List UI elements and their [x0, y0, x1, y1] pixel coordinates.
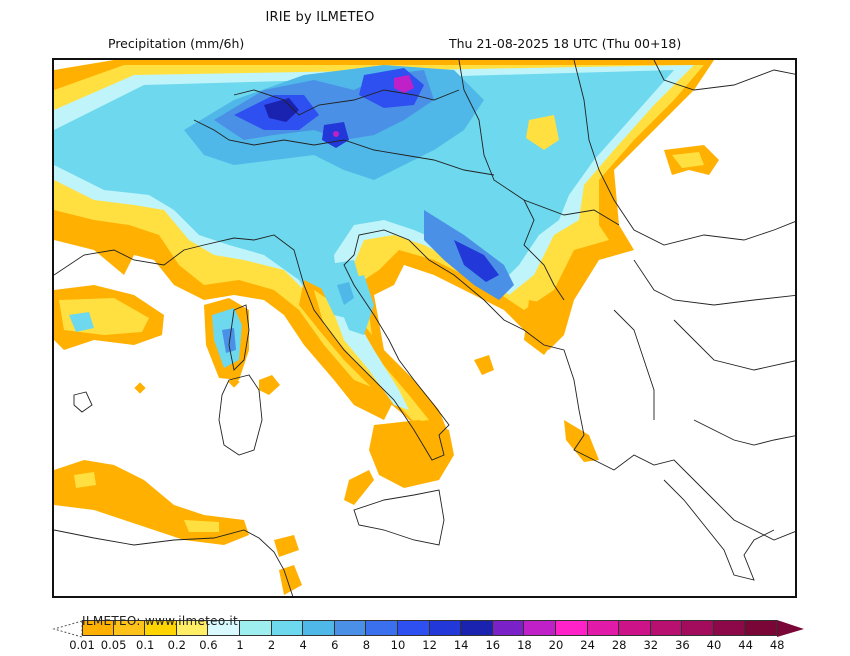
colorbar-swatch: [745, 620, 778, 636]
colorbar-tick-label: 44: [738, 638, 753, 652]
colorbar-swatch: [524, 620, 556, 636]
colorbar-tick-label: 18: [517, 638, 532, 652]
colorbar: [52, 618, 804, 638]
colorbar-tick-label: 0.1: [136, 638, 155, 652]
colorbar-tick-label: 28: [611, 638, 627, 652]
colorbar-swatch: [650, 620, 683, 636]
colorbar-swatch: [429, 620, 462, 636]
colorbar-boxes: [82, 620, 778, 636]
variable-label: Precipitation (mm/6h): [108, 36, 245, 51]
colorbar-under-arrow: [52, 620, 83, 638]
colorbar-tick-label: 4: [299, 638, 307, 652]
colorbar-swatch: [113, 620, 146, 636]
colorbar-tick-label: 0.05: [100, 638, 127, 652]
colorbar-swatch: [271, 620, 304, 636]
colorbar-swatch: [239, 620, 272, 636]
colorbar-swatch: [587, 620, 620, 636]
colorbar-tick-label: 36: [675, 638, 690, 652]
colorbar-swatch: [334, 620, 367, 636]
colorbar-tick-label: 24: [580, 638, 595, 652]
colorbar-swatch: [82, 620, 114, 636]
colorbar-tick-label: 32: [643, 638, 659, 652]
colorbar-swatch: [366, 620, 398, 636]
colorbar-tick-label: 1: [236, 638, 244, 652]
colorbar-swatch: [682, 620, 714, 636]
colorbar-swatch: [145, 620, 177, 636]
colorbar-swatch: [713, 620, 746, 636]
colorbar-over-arrow: [777, 620, 804, 637]
colorbar-tick-label: 8: [362, 638, 371, 652]
colorbar-swatch: [397, 620, 430, 636]
colorbar-tick-label: 12: [422, 638, 437, 652]
colorbar-tick-label: 20: [548, 638, 564, 652]
coastlines: [54, 60, 795, 596]
map-canvas: [54, 60, 795, 596]
colorbar-tick-label: 48: [769, 638, 785, 652]
colorbar-tick-label: 10: [390, 638, 406, 652]
colorbar-swatch: [619, 620, 651, 636]
precipitation-map: [52, 58, 797, 598]
valid-time-label: Thu 21-08-2025 18 UTC (Thu 00+18): [449, 36, 682, 51]
chart-title: IRIE by ILMETEO: [265, 10, 375, 25]
precip-field: [54, 60, 719, 595]
colorbar-tick-label: 6: [331, 638, 339, 652]
colorbar-tick-label: 0.2: [167, 638, 186, 652]
colorbar-tick-label: 40: [706, 638, 722, 652]
colorbar-tick-label: 14: [453, 638, 469, 652]
colorbar-tick-label: 0.01: [69, 638, 95, 652]
colorbar-swatch: [555, 620, 588, 636]
colorbar-swatch: [208, 620, 240, 636]
colorbar-swatch: [303, 620, 335, 636]
colorbar-swatch: [492, 620, 525, 636]
colorbar-tick-label: 2: [267, 638, 276, 652]
colorbar-swatch: [461, 620, 493, 636]
colorbar-tick-label: 16: [485, 638, 501, 652]
colorbar-tick-label: 0.6: [199, 638, 218, 652]
colorbar-swatch: [176, 620, 209, 636]
colorbar-labels: 0.01 0.05 0.1 0.2 0.6 1 2 4 6 8 10 12 14 16 18 20 24 28 32…: [0, 638, 850, 654]
watermark: ILMETEO: www.ilmeteo.it: [82, 614, 239, 628]
